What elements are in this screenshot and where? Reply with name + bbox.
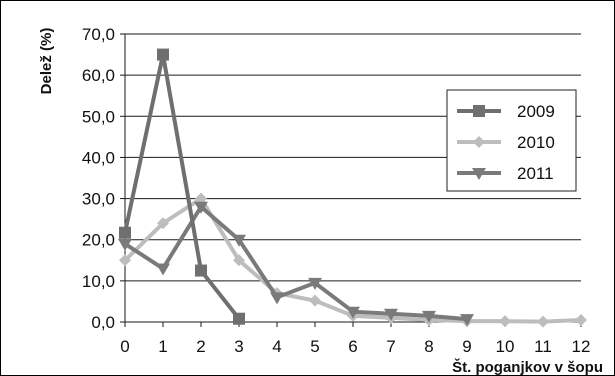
legend-label-2011: 2011 xyxy=(517,164,554,183)
x-tick-label-6: 6 xyxy=(348,337,357,356)
point-2009-1 xyxy=(157,48,169,61)
y-tick-label-0: 0,0 xyxy=(91,313,115,332)
series-2009 xyxy=(119,48,245,325)
legend-label-2009: 2009 xyxy=(517,102,555,121)
point-2011-8 xyxy=(422,310,436,323)
point-2010-2 xyxy=(195,192,207,205)
x-tick-label-7: 7 xyxy=(386,337,395,356)
y-tick-label-5: 50,0 xyxy=(82,107,115,126)
y-tick-label-4: 40,0 xyxy=(82,148,115,167)
x-tick-labels: 0 1 2 3 4 5 6 7 8 9 10 11 12 xyxy=(120,337,590,356)
point-2010-11 xyxy=(537,315,549,328)
point-2010-5 xyxy=(309,294,321,307)
series-2011 xyxy=(118,201,474,327)
y-tick-label-1: 10,0 xyxy=(82,272,115,291)
series-line-2011 xyxy=(123,204,468,322)
x-tick-label-0: 0 xyxy=(120,337,129,356)
point-2011-0 xyxy=(118,238,132,251)
x-tick-label-9: 9 xyxy=(462,337,471,356)
y-tick-label-7: 70,0 xyxy=(82,25,115,44)
point-2011-1 xyxy=(156,263,170,276)
point-2011-3 xyxy=(232,234,246,247)
legend-marker-2009 xyxy=(473,105,485,117)
x-tick-label-8: 8 xyxy=(424,337,433,356)
point-2011-4 xyxy=(270,292,284,305)
legend-items: 2009 2010 2011 xyxy=(457,102,555,183)
point-2011-7 xyxy=(384,308,398,321)
point-2009-3 xyxy=(233,312,245,325)
series-layer xyxy=(118,48,587,328)
y-tick-label-3: 30,0 xyxy=(82,190,115,209)
legend-marker-2011 xyxy=(472,168,486,180)
legend-marker-2010 xyxy=(473,136,485,148)
x-tick-label-11: 11 xyxy=(534,337,552,356)
legend-item-2010: 2010 xyxy=(457,133,555,152)
y-tick-label-6: 60,0 xyxy=(82,66,115,85)
point-2011-2 xyxy=(194,201,208,214)
legend-label-2010: 2010 xyxy=(517,133,555,152)
x-tick-label-1: 1 xyxy=(158,337,167,356)
x-tick-label-10: 10 xyxy=(496,337,515,356)
legend-item-2009: 2009 xyxy=(457,102,555,121)
point-2010-3 xyxy=(233,254,245,267)
point-2011-5 xyxy=(308,277,322,290)
x-axis-title: Št. poganjkov v šopu xyxy=(452,358,603,376)
x-tick-label-2: 2 xyxy=(196,337,205,356)
x-tick-label-12: 12 xyxy=(572,337,591,356)
x-tick-label-5: 5 xyxy=(310,337,319,356)
y-axis-title: Delež (%) xyxy=(38,28,55,95)
legend-item-2011: 2011 xyxy=(457,164,554,183)
point-2009-0 xyxy=(119,226,131,239)
point-2010-10 xyxy=(499,315,511,328)
point-2010-12 xyxy=(575,313,587,326)
point-2009-2 xyxy=(195,264,207,277)
point-2011-9 xyxy=(460,314,474,327)
point-2011-6 xyxy=(346,306,360,319)
point-2010-0 xyxy=(119,254,131,267)
x-tick-label-4: 4 xyxy=(272,337,281,356)
x-tick-label-3: 3 xyxy=(234,337,243,356)
y-tick-labels: 0,0 10,0 20,0 30,0 40,0 50,0 60,0 70,0 xyxy=(82,25,115,332)
y-tick-label-2: 20,0 xyxy=(82,231,115,250)
point-2010-1 xyxy=(157,217,169,230)
series-line-2009 xyxy=(123,52,241,320)
legend: 2009 2010 2011 xyxy=(446,89,577,192)
